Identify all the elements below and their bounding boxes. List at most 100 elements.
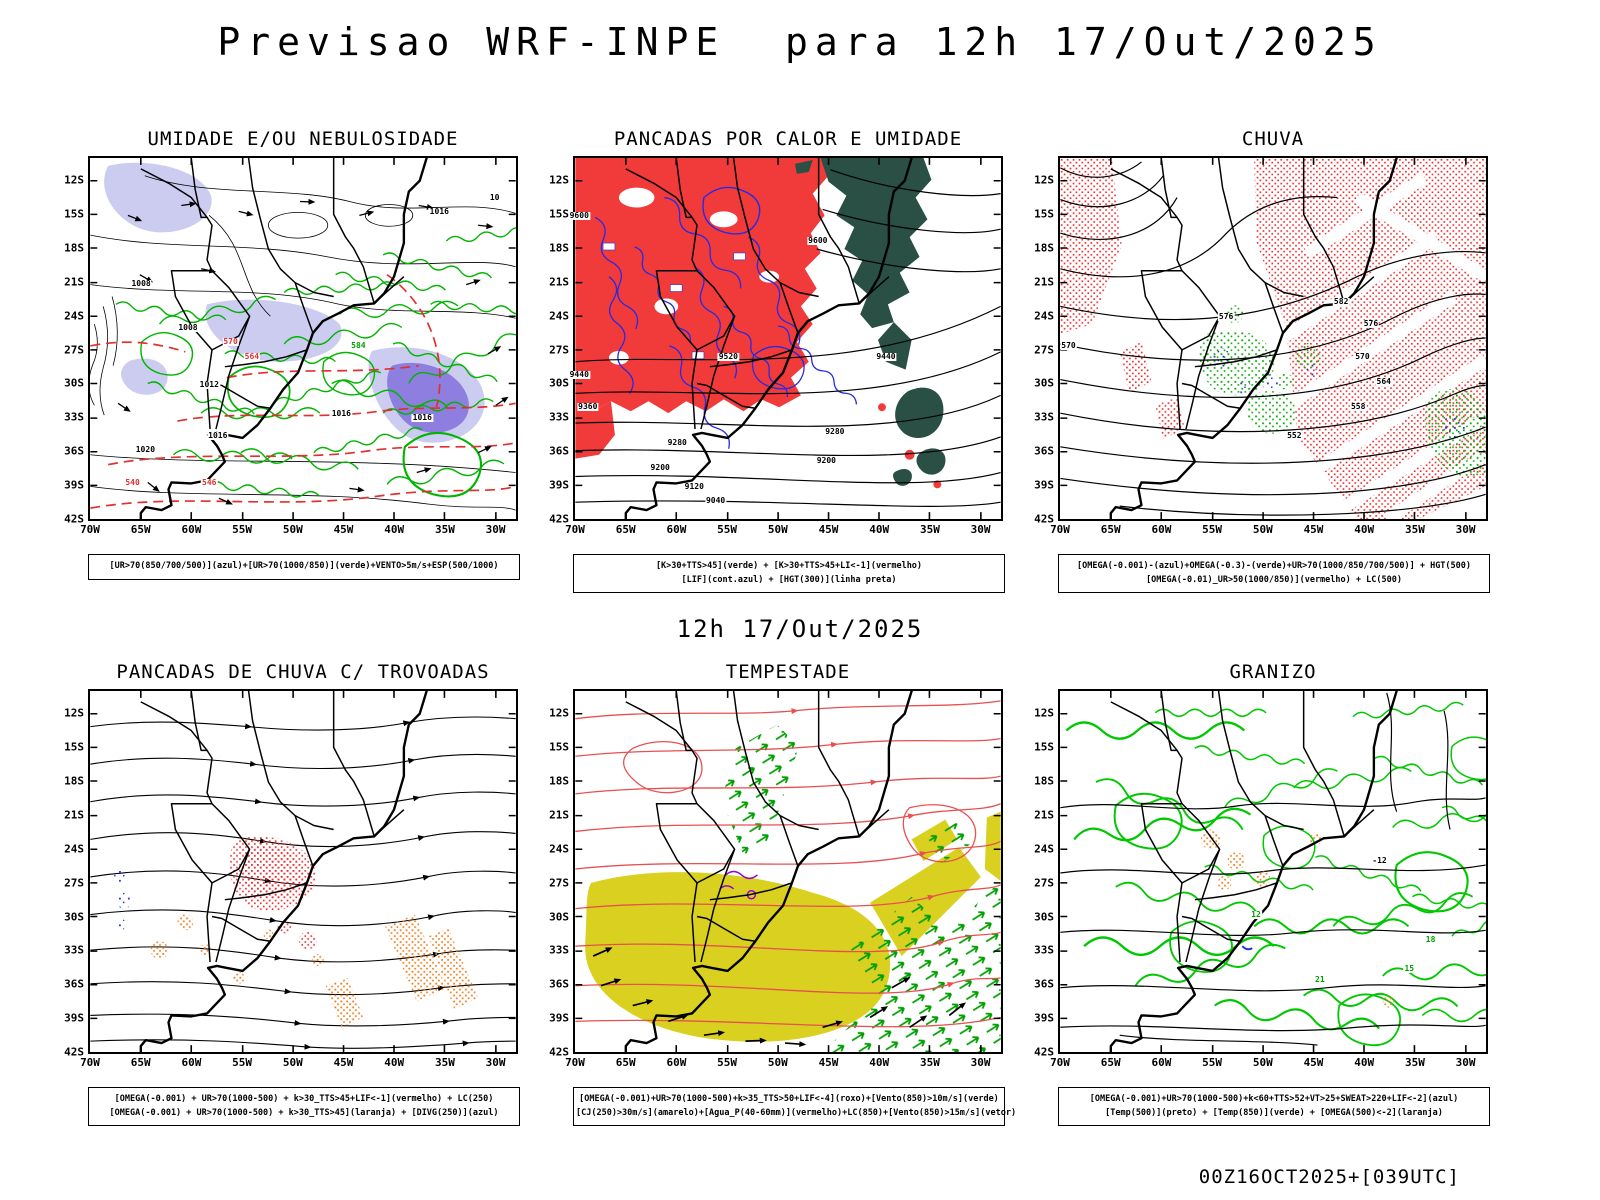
lon-label: 55W [232, 1056, 253, 1070]
lat-label: 30S [1034, 376, 1054, 390]
lon-label: 65W [615, 1056, 636, 1070]
lat-label: 24S [64, 842, 84, 856]
lon-label: 30W [485, 523, 506, 536]
latitude-axis: 12S 15S 18S 21S 24S 27S 30S 33S 36S 39S 42S [48, 689, 88, 1058]
lif-label-boxes [602, 242, 746, 360]
run-timestamp: 00Z16OCT2025+[039UTC] [1198, 1166, 1460, 1188]
lon-label: 50W [1252, 523, 1273, 536]
latitude-axis: 12S 15S 18S 21S 24S 27S 30S 33S 36S 39S 42S [1018, 156, 1058, 525]
bottom-row: PANCADAS DE CHUVA C/ TROVOADAS 12S 15S 18S… [48, 661, 1503, 1127]
panel-chuva: CHUVA 12S 15S 18S 21S 24S 27S 30S 33S 36S 39S 42S [1018, 128, 1490, 594]
caption-line: [OMEGA(-0.001) + UR>70(1000-500) + k>30_… [114, 1094, 494, 1105]
lat-label: 36S [64, 444, 84, 458]
lon-label: 40W [384, 1056, 405, 1070]
panel-title-pancadas-calor: PANCADAS POR CALOR E UMIDADE [613, 128, 963, 150]
lat-label: 24S [64, 309, 84, 323]
clear-gaps [608, 187, 780, 365]
lon-label: 50W [282, 1056, 303, 1070]
panel-title-chuva: CHUVA [1241, 128, 1305, 150]
lon-label: 50W [767, 523, 788, 536]
page-title: Previsao WRF-INPE para 12h 17/Out/2025 [217, 20, 1383, 64]
lon-label: 65W [1100, 1056, 1121, 1070]
lon-label: 60W [1151, 523, 1172, 536]
lat-label: 42S [1034, 1045, 1054, 1059]
legend-caption-chuva: [OMEGA(-0.001)-(azul)+OMEGA(-0.3)-(verde… [1058, 554, 1490, 594]
panel-tempestade: TEMPESTADE 12S 15S 18S 21S 24S 27S 30S 33S 36S 39… [533, 661, 1016, 1127]
map-wrap-trovoadas: 12S 15S 18S 21S 24S 27S 30S 33S 36S 39S 42S [48, 689, 518, 1074]
caption-line: [OMEGA(-0.001)+UR>70(1000-500)+k>35_TTS>… [579, 1094, 999, 1105]
lon-label: 60W [666, 1056, 687, 1070]
lat-label: 30S [64, 376, 84, 390]
caption-line: [OMEGA(-0.001)+UR>70(1000-500)+k<60+TTS>… [1089, 1094, 1459, 1105]
lon-label: 50W [1252, 1056, 1273, 1070]
weather-map-trovoadas [88, 689, 518, 1055]
lon-label: 30W [485, 1056, 506, 1070]
weather-map-pancadas-calor: 9600 9600 9520 9440 9440 9360 9280 9280 9200 9200… [568, 156, 1003, 521]
pressure-contours [90, 175, 516, 511]
lat-label: 42S [549, 512, 569, 526]
legend-caption-pancadas-calor: [K>30+TTS>45](verde) + [K>30+TTS>45+LI<-… [573, 554, 1005, 594]
legend-caption-granizo: [OMEGA(-0.001)+UR>70(1000-500)+k<60+TTS>… [1058, 1087, 1490, 1127]
lat-label: 15S [549, 207, 569, 221]
lon-label: 60W [181, 1056, 202, 1070]
panel-title-trovoadas: PANCADAS DE CHUVA C/ TROVOADAS [116, 661, 490, 684]
latitude-axis: 12S 15S 18S 21S 24S 27S 30S 33S 36S 39S 42S [48, 156, 88, 525]
lat-label: 27S [64, 876, 84, 890]
top-row: UMIDADE E/OU NEBULOSIDADE 12S 15S 18S 21S 24… [48, 128, 1503, 594]
lat-label: 33S [549, 410, 569, 424]
hgt300-contours [575, 169, 1001, 507]
lat-label: 39S [64, 478, 84, 492]
lon-label: 30W [1455, 1056, 1476, 1070]
longitude-axis: 70W 65W 60W 55W 50W 45W 40W 35W 30W [565, 521, 1003, 541]
longitude-axis: 70W 65W 60W 55W 50W 45W 40W 35W 30W [80, 1054, 518, 1074]
caption-line: [OMEGA(-0.01)_UR>50(1000/850)](vermelho)… [1146, 574, 1402, 585]
lat-label: 33S [64, 943, 84, 957]
country-borders [1110, 691, 1375, 963]
lat-label: 42S [64, 1045, 84, 1059]
lat-label: 21S [549, 808, 569, 822]
lat-label: 36S [1034, 977, 1054, 991]
map-canvas-umidade [90, 158, 516, 519]
lon-label: 60W [181, 523, 202, 536]
lon-label: 40W [1354, 1056, 1375, 1070]
lat-label: 15S [1034, 207, 1054, 221]
lon-label: 65W [130, 1056, 151, 1070]
longitude-axis: 70W 65W 60W 55W 50W 45W 40W 35W 30W [1050, 1054, 1488, 1074]
lat-label: 15S [64, 740, 84, 754]
lat-label: 30S [549, 376, 569, 390]
orange-omega-stipple [1200, 829, 1395, 1008]
caption-line: [Temp(500)](preto) + [Temp(850)](verde) … [1105, 1107, 1443, 1118]
blue-hail-mark [1241, 945, 1253, 951]
temp500-contours [1060, 692, 1486, 1046]
panel-title-granizo: GRANIZO [1229, 661, 1317, 684]
weather-map-granizo: -12 12 18 15 21 [1058, 689, 1488, 1055]
map-wrap-tempestade: 12S 15S 18S 21S 24S 27S 30S 33S 36S 39S 42S [533, 689, 1003, 1074]
map-canvas-chuva [1060, 158, 1486, 519]
lat-label: 21S [64, 808, 84, 822]
lon-label: 35W [1404, 523, 1425, 536]
legend-caption-umidade: [UR>70(850/700/500)](azul)+[UR>70(1000/8… [88, 554, 520, 580]
temp850-contours [1065, 701, 1486, 1047]
caption-line: [LIF](cont.azul) + [HGT(300)](linha pret… [681, 574, 897, 585]
lat-label: 42S [64, 512, 84, 526]
lat-label: 24S [549, 842, 569, 856]
lon-label: 45W [818, 1056, 839, 1070]
lon-label: 45W [1303, 523, 1324, 536]
lon-label: 70W [1050, 1056, 1070, 1070]
longitude-axis: 70W 65W 60W 55W 50W 45W 40W 35W 30W [565, 1054, 1003, 1074]
lat-label: 27S [1034, 343, 1054, 356]
map-canvas-trovoadas [90, 691, 516, 1053]
lat-label: 12S [64, 173, 84, 187]
lat-label: 30S [1034, 910, 1054, 924]
lat-label: 39S [1034, 1011, 1054, 1025]
lon-label: 50W [282, 523, 303, 536]
lat-label: 21S [549, 275, 569, 289]
panel-trovoadas: PANCADAS DE CHUVA C/ TROVOADAS 12S 15S 18S… [48, 661, 520, 1127]
map-wrap-umidade: 12S 15S 18S 21S 24S 27S 30S 33S 36S 39S 42S [48, 156, 518, 541]
lon-label: 30W [1455, 523, 1476, 536]
weather-map-umidade: 1016 10 1008 1008 570 564 584 1012 1016 1016 1016 1… [88, 156, 518, 521]
lon-label: 30W [970, 1056, 991, 1070]
lat-label: 39S [549, 1011, 569, 1025]
lat-label: 27S [549, 343, 569, 356]
latitude-axis: 12S 15S 18S 21S 24S 27S 30S 33S 36S 39S 42S [533, 689, 573, 1058]
